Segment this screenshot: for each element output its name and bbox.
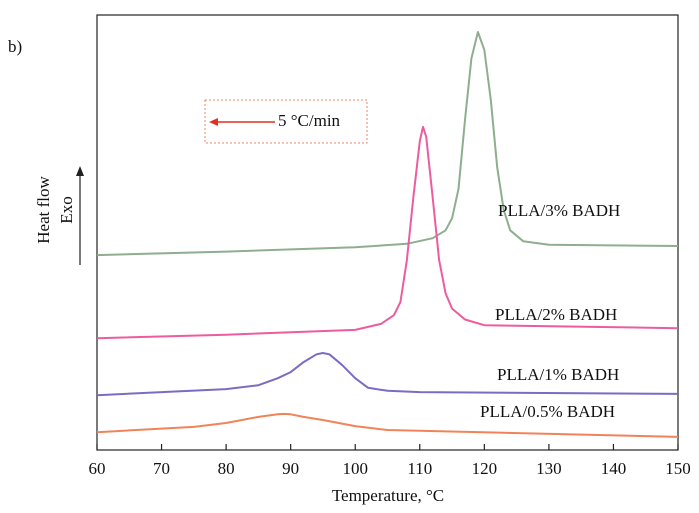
curve [96,31,679,257]
x-tick-label: 60 [89,459,106,478]
series-label: PLLA/0.5% BADH [480,402,615,421]
x-tick-label: 70 [153,459,170,478]
annotation-box [204,99,368,144]
curve [96,412,679,438]
x-tick-label: 140 [601,459,627,478]
curve [96,125,679,340]
series-label: PLLA/1% BADH [497,365,619,384]
curve [96,352,679,397]
x-tick-label: 110 [407,459,432,478]
x-tick-label: 80 [218,459,235,478]
x-tick-label: 100 [342,459,368,478]
series-label: PLLA/3% BADH [498,201,620,220]
exo-label: Exo [57,196,76,223]
x-tick-label: 120 [472,459,498,478]
annotation: 5 °C/min [278,111,341,130]
x-tick-label: 150 [665,459,691,478]
series-label: PLLA/2% BADH [495,305,617,324]
x-axis-label: Temperature, °C [332,486,444,505]
x-tick-label: 130 [536,459,562,478]
exo-arrow-head [76,166,84,176]
annotation-arrow-head [209,118,218,126]
y-axis-label: Heat flow [34,176,53,244]
panel-label: b) [8,37,22,56]
plot-frame [96,14,679,451]
x-tick-label: 90 [282,459,299,478]
